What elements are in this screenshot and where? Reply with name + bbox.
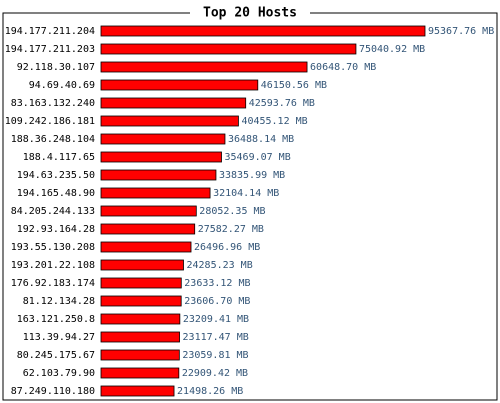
category-label: 62.103.79.90 [23,368,95,379]
value-label: 75040.92 MB [359,44,425,55]
value-label: 23209.41 MB [183,314,249,325]
value-label: 23059.81 MB [182,350,248,361]
category-label: 194.63.235.50 [17,170,95,181]
category-label: 192.93.164.28 [17,224,95,235]
bar [100,79,259,91]
bar [100,295,182,307]
category-label: 92.118.30.107 [17,62,95,73]
category-label: 87.249.110.180 [11,386,95,397]
category-label: 194.177.211.203 [5,44,95,55]
bar [100,367,180,379]
category-label: 188.4.117.65 [23,152,95,163]
value-label: 95367.76 MB [428,26,494,37]
bar [100,205,197,217]
category-label: 176.92.183.174 [11,278,95,289]
value-label: 35469.07 MB [225,152,291,163]
bar [100,385,175,397]
value-label: 60648.70 MB [310,62,376,73]
bar [100,43,357,55]
bar [100,133,226,145]
value-label: 21498.26 MB [177,386,243,397]
value-label: 22909.42 MB [182,368,248,379]
value-label: 23117.47 MB [183,332,249,343]
category-label: 193.55.130.208 [11,242,95,253]
bar [100,277,182,289]
bar [100,223,196,235]
value-label: 23606.70 MB [184,296,250,307]
value-label: 33835.99 MB [219,170,285,181]
value-label: 27582.27 MB [198,224,264,235]
value-label: 42593.76 MB [249,98,315,109]
category-label: 109.242.186.181 [5,116,95,127]
value-label: 40455.12 MB [241,116,307,127]
value-label: 26496.96 MB [194,242,260,253]
category-label: 193.201.22.108 [11,260,95,271]
value-label: 28052.35 MB [199,206,265,217]
chart-title: Top 20 Hosts [203,6,297,21]
category-label: 81.12.134.28 [23,296,95,307]
bar [100,187,211,199]
bar [100,259,184,271]
category-label: 194.177.211.204 [5,26,95,37]
category-label: 83.163.132.240 [11,98,95,109]
category-label: 80.245.175.67 [17,350,95,361]
category-label: 163.121.250.8 [17,314,95,325]
category-label: 94.69.40.69 [29,80,95,91]
bar [100,331,180,343]
category-label: 84.205.244.133 [11,206,95,217]
value-label: 46150.56 MB [261,80,327,91]
bar [100,241,192,253]
bar [100,115,239,127]
bar [100,313,181,325]
value-label: 24285.23 MB [187,260,253,271]
value-label: 36488.14 MB [228,134,294,145]
value-label: 23633.12 MB [184,278,250,289]
category-label: 188.36.248.104 [11,134,95,145]
frame [2,12,498,401]
bar [100,61,308,73]
bar [100,169,217,181]
bar [100,25,426,37]
value-label: 32104.14 MB [213,188,279,199]
bar [100,151,222,163]
bar [100,349,180,361]
bar [100,97,247,109]
category-label: 194.165.48.90 [17,188,95,199]
category-label: 113.39.94.27 [23,332,95,343]
